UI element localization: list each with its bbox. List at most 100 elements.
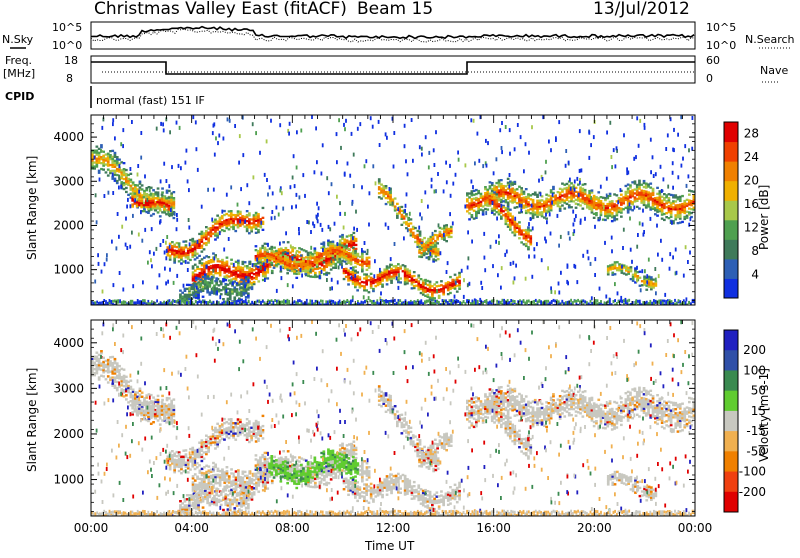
power-cell [420,254,423,256]
power-cell [216,228,219,230]
power-cell [398,301,400,304]
power-cell [293,270,296,272]
power-cell [221,263,224,265]
power-cell [226,261,229,263]
power-cell [361,285,364,287]
power-cell [198,247,201,249]
power-cell [472,185,474,189]
power-cell [331,286,333,290]
power-cell [438,289,441,291]
power-cell [257,280,260,282]
power-cell [347,283,350,285]
power-cell [431,302,433,305]
power-cell [311,261,314,263]
power-cell [343,249,346,251]
power-cell [422,285,425,287]
power-cell [410,218,413,220]
power-cell [316,258,319,260]
power-cell [211,278,214,280]
power-cell [205,230,208,232]
power-cell [361,254,364,256]
power-cell [271,270,274,272]
power-cell [264,302,266,305]
power-cell [477,206,480,208]
power-cell [207,241,210,243]
power-cell [97,253,99,257]
power-cell [264,249,267,251]
power-cell [228,270,231,272]
power-cell [246,183,248,187]
power-cell [248,300,250,303]
power-cell [431,291,434,293]
power-cell [627,190,630,192]
power-cell [201,258,204,260]
power-cell [419,302,421,305]
power-cell [248,224,251,226]
power-cell [266,255,269,257]
power-cell [248,222,251,224]
power-cell [620,198,623,200]
power-cell [185,260,187,264]
power-cell [600,212,603,214]
power-cell [543,216,546,218]
power-cell [350,234,353,236]
power-cell [441,238,444,240]
power-cell [487,141,489,145]
power-cell [300,268,302,272]
power-cell [225,227,228,229]
power-cell [401,216,404,218]
power-cell [306,299,308,302]
power-cell [334,222,336,226]
power-cell [292,284,294,288]
power-cell [354,284,357,286]
power-cell [102,155,105,157]
power-cell [286,258,289,260]
power-cell [645,289,648,291]
power-cell [96,154,99,156]
power-cell [190,284,193,286]
power-cell [690,200,693,202]
power-cell [279,123,281,127]
power-cell [149,200,152,202]
power-cell [270,246,273,248]
power-cell [420,242,423,244]
power-cell [105,159,108,161]
power-cell [648,286,651,288]
power-cell [654,267,656,271]
power-cell [492,201,494,205]
power-cell [514,147,516,151]
power-cell [672,194,675,196]
power-cell [118,235,120,239]
power-cell [607,300,609,303]
power-cell [659,192,662,194]
power-cell [240,287,243,289]
power-cell [228,272,231,274]
power-cell [436,300,438,303]
power-cell [132,300,134,303]
power-cell [379,281,382,283]
power-cell [213,122,215,126]
power-cell [411,281,414,283]
power-cell [359,278,362,280]
power-cell [381,286,384,288]
power-cell [450,226,453,228]
power-cell [176,121,178,125]
power-cell [483,232,485,236]
power-cell [599,216,601,220]
power-cell [652,155,654,159]
power-cell [174,212,176,216]
power-cell [665,147,667,151]
power-cell [381,280,384,282]
power-cell [413,300,415,303]
power-cell [396,215,399,217]
power-cell [184,294,187,296]
power-cell [150,215,153,217]
power-cell [255,131,257,135]
power-cell [408,302,410,305]
power-cell [250,261,252,265]
power-cell [679,200,682,202]
power-cell [365,279,368,281]
power-cell [529,198,532,200]
power-cell [341,236,344,238]
power-cell [221,302,223,305]
